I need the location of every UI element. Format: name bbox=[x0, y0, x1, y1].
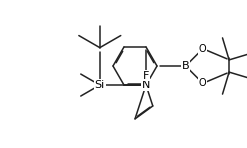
Text: B: B bbox=[182, 61, 189, 71]
Text: O: O bbox=[199, 78, 206, 88]
Text: Si: Si bbox=[95, 80, 105, 90]
Text: N: N bbox=[142, 80, 150, 90]
Text: O: O bbox=[199, 44, 206, 54]
Text: F: F bbox=[143, 71, 149, 81]
